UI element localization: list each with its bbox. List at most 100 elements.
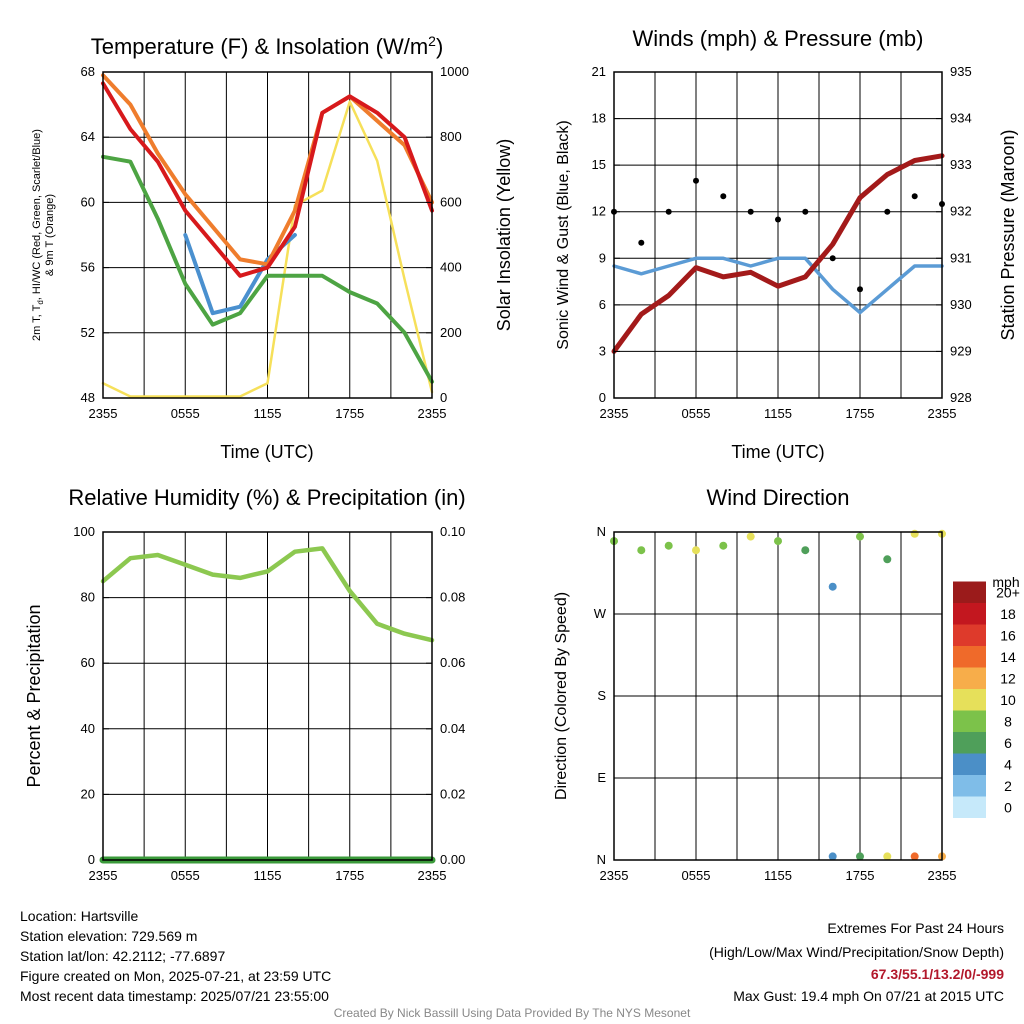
legend-label: 20+ — [996, 584, 1020, 600]
panel1-title: Temperature (F) & Insolation (W/m2) — [91, 33, 444, 59]
panel4-direction-point — [692, 546, 700, 555]
panel2-x-tick-label: 1155 — [764, 406, 792, 421]
panel2-y2-tick-label: 929 — [950, 343, 972, 358]
elevation-text: Station elevation: 729.569 m — [20, 928, 198, 944]
panel2-gust-point — [693, 177, 699, 184]
credit-text: Created By Nick Bassill Using Data Provi… — [333, 1006, 691, 1020]
panel2-x-tick-label: 2355 — [928, 406, 957, 421]
panel4-direction-point — [637, 546, 646, 555]
panel4-direction-point — [774, 537, 782, 546]
panel3-y-tick-label: 80 — [81, 590, 95, 605]
panel3-y-axis-label: Percent & Precipitation — [24, 604, 44, 787]
legend-swatch — [953, 753, 986, 775]
legend-swatch — [953, 689, 986, 711]
panel3-y2-tick-label: 0.00 — [440, 852, 465, 867]
legend-swatch — [953, 667, 986, 689]
legend-label: 14 — [1000, 649, 1016, 665]
panel1-series-dewpoint — [101, 154, 434, 384]
legend-label: 2 — [1004, 778, 1012, 794]
panel2-y-tick-label: 6 — [599, 297, 606, 312]
panel4-x-tick-label: 1155 — [764, 868, 792, 883]
panel4-y-tick-label: N — [597, 852, 606, 867]
panel1-x-tick-label: 2355 — [89, 406, 118, 421]
panel2-gust-point — [747, 208, 754, 215]
panel2-y-tick-label: 9 — [599, 250, 606, 265]
panel4-direction-point — [910, 852, 919, 861]
panel2-x-tick-label: 1755 — [846, 406, 875, 421]
panel4-title: Wind Direction — [706, 485, 849, 510]
panel2-y2-tick-label: 928 — [950, 390, 972, 405]
panel3-y-tick-label: 60 — [81, 655, 95, 670]
panel4-y-tick-label: S — [597, 688, 606, 703]
panel3-y2-tick-label: 0.04 — [440, 721, 465, 736]
legend-title: mph — [992, 574, 1019, 590]
panel2-y2-tick-label: 932 — [950, 204, 972, 219]
recent-text: Most recent data timestamp: 2025/07/21 2… — [20, 988, 329, 1004]
panel3-y2-tick-label: 0.08 — [440, 590, 465, 605]
panel2-gust-point — [857, 286, 863, 293]
legend-swatch — [953, 603, 986, 625]
panel1-x-tick-label: 2355 — [418, 406, 447, 421]
panel1-y-tick-label: 60 — [81, 194, 95, 209]
panel3-y2-tick-label: 0.02 — [440, 786, 465, 801]
panel2-gust-point — [802, 208, 809, 215]
panel1-y2-tick-label: 600 — [440, 194, 462, 209]
legend-swatch — [953, 581, 986, 603]
panel1-y-tick-label: 56 — [81, 260, 95, 275]
legend-label: 10 — [1000, 692, 1016, 708]
legend-label: 12 — [1000, 670, 1016, 686]
panel4-y-tick-label: E — [597, 770, 606, 785]
panel3-y-tick-label: 20 — [81, 786, 95, 801]
panel3-y-tick-label: 100 — [73, 524, 95, 539]
legend-swatch — [953, 646, 986, 668]
panel4-direction-point — [828, 582, 837, 591]
panel2-y-tick-label: 15 — [592, 157, 606, 172]
panel4-y-tick-label: W — [594, 606, 607, 621]
panel2-frame — [613, 71, 943, 399]
panel1-x-tick-label: 1755 — [335, 406, 364, 421]
panel1-frame — [102, 71, 433, 399]
panel1-y2-axis-label: Solar Insolation (Yellow) — [494, 139, 514, 331]
panel1-y2-tick-label: 400 — [440, 260, 462, 275]
panel1-y2-tick-label: 0 — [440, 390, 447, 405]
legend-label: 6 — [1004, 735, 1012, 751]
panel3-y-tick-label: 0 — [88, 852, 95, 867]
panel4-direction-point — [746, 532, 755, 541]
panel3-frame — [102, 531, 433, 861]
panel3-y2-tick-label: 0.10 — [440, 524, 465, 539]
extremes-subtitle: (High/Low/Max Wind/Precipitation/Snow De… — [709, 944, 1004, 960]
panel3-x-tick-label: 0555 — [171, 868, 200, 883]
panel4-x-tick-label: 2355 — [600, 868, 629, 883]
panel3-x-tick-label: 2355 — [89, 868, 118, 883]
panel4-direction-point — [664, 541, 673, 550]
panel2-y2-tick-label: 935 — [950, 64, 972, 79]
panel2-y-tick-label: 0 — [599, 390, 606, 405]
created-text: Figure created on Mon, 2025-07-21, at 23… — [20, 968, 332, 984]
panel4-direction-point — [910, 529, 919, 538]
panel4-y-tick-label: N — [597, 524, 606, 539]
panel2-gust-point — [775, 216, 781, 223]
legend-label: 16 — [1000, 627, 1016, 643]
panel1-y2-tick-label: 200 — [440, 325, 462, 340]
panel3-y2-tick-label: 0.06 — [440, 655, 465, 670]
legend-label: 0 — [1004, 799, 1012, 815]
panel2-y2-tick-label: 933 — [950, 157, 972, 172]
legend-swatch — [953, 710, 986, 732]
panel2-y2-tick-label: 934 — [950, 111, 972, 126]
location-text: Location: Hartsville — [20, 908, 139, 924]
panel1-y-tick-label: 68 — [81, 64, 95, 79]
legend-swatch — [953, 775, 986, 797]
panel1-y-axis-label: 2m T, Td, HI/WC (Red, Green, Scarlet/Blu… — [31, 129, 45, 341]
panel2-gust-point — [665, 208, 672, 215]
panel2-y-tick-label: 12 — [592, 204, 606, 219]
extremes-title: Extremes For Past 24 Hours — [827, 920, 1004, 936]
panel2-gust-point — [884, 208, 891, 215]
panel2-gust-point — [720, 193, 727, 200]
panel2-x-tick-label: 0555 — [682, 406, 711, 421]
panel1-y-tick-label: 52 — [81, 325, 95, 340]
panel3-x-tick-label: 1155 — [254, 868, 282, 883]
panel3-title: Relative Humidity (%) & Precipitation (i… — [68, 485, 465, 510]
panel2-y2-tick-label: 931 — [950, 250, 972, 265]
legend-label: 18 — [1000, 606, 1016, 622]
